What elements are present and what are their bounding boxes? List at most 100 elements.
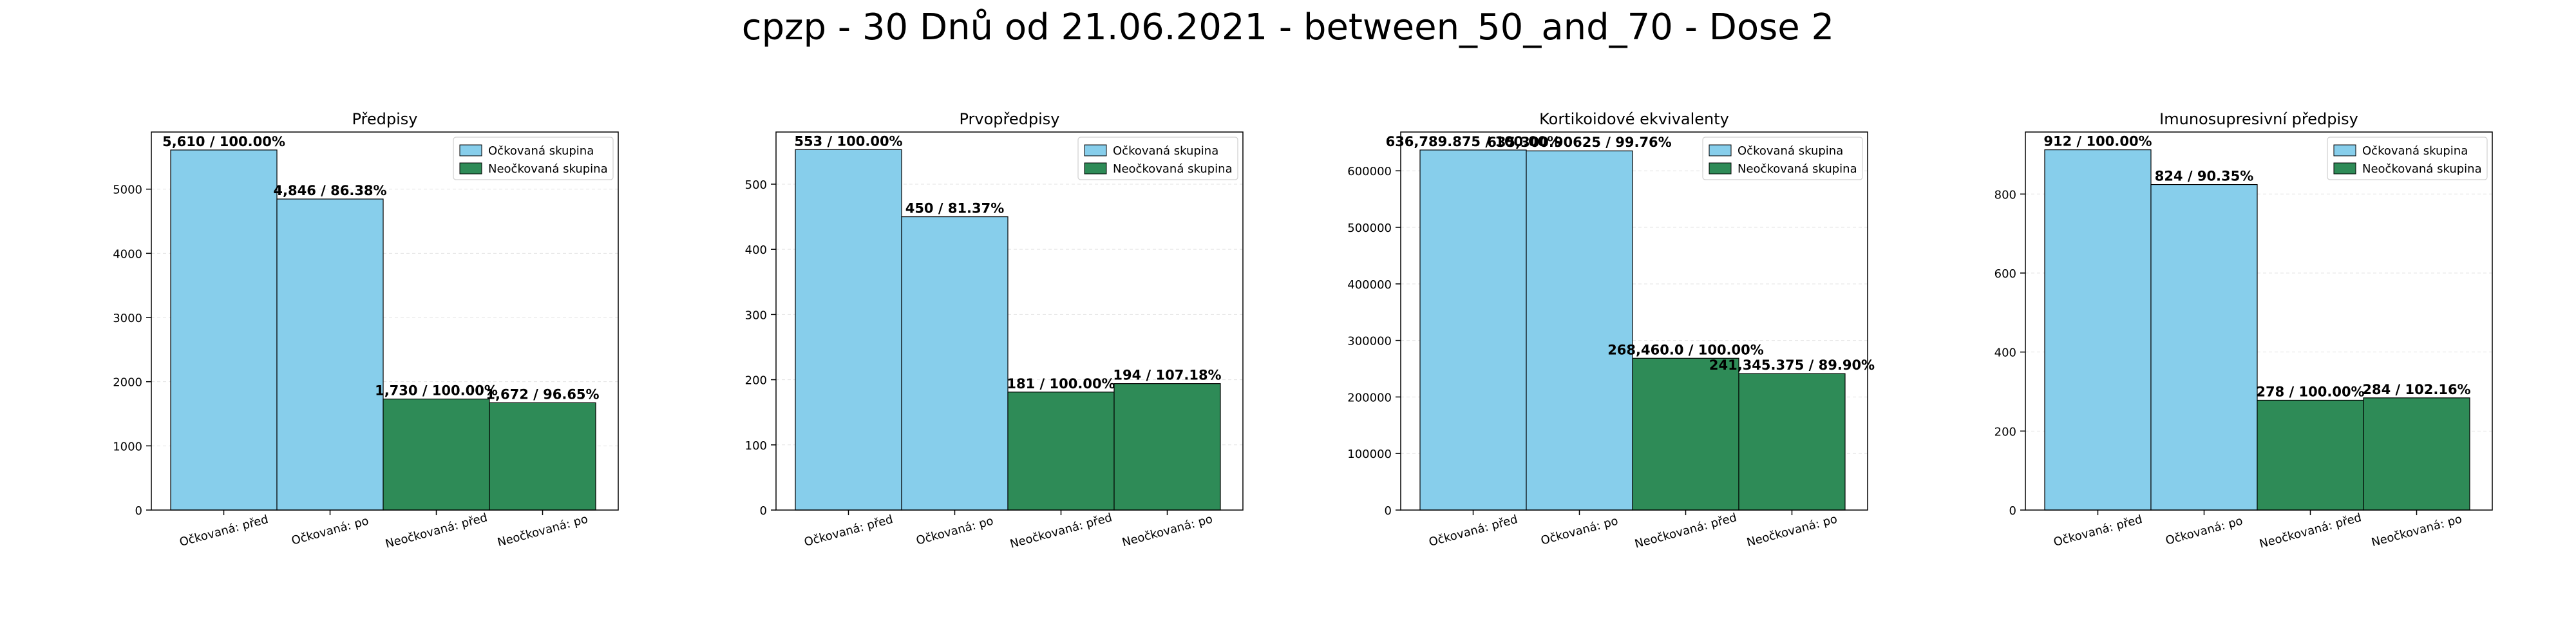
- y-tick-label: 200: [1994, 425, 2016, 439]
- legend-label: Neočkovaná skupina: [488, 162, 608, 176]
- bar-data-label: 181 / 100.00%: [1007, 376, 1115, 392]
- bar-data-label: 241,345.375 / 89.90%: [1709, 357, 1875, 373]
- bar-1: [170, 149, 278, 511]
- x-tick-label: Neočkovaná: po: [496, 513, 589, 550]
- chart-1: 0 1000 2000 3000 4000 5000 5,610 / 100.00% Očko…: [113, 110, 619, 551]
- legend-box: [1702, 137, 1863, 180]
- bar-4: [1738, 373, 1846, 511]
- x-tick-label: Očkovaná: po: [914, 514, 994, 547]
- bar-data-label: 912 / 100.00%: [2043, 134, 2152, 149]
- bar-1: [2044, 149, 2152, 511]
- x-tick-label: Neočkovaná: po: [1121, 513, 1214, 550]
- legend-box: [2327, 137, 2488, 180]
- y-tick-label: 300000: [1347, 335, 1392, 348]
- bar-data-label: 824 / 90.35%: [2155, 169, 2254, 184]
- bar-data-label: 5,610 / 100.00%: [162, 134, 285, 149]
- y-tick-label: 1000: [113, 440, 142, 453]
- chart-2: 0 100 200 300 400 500 553 / 100.00% Očkovaná: p…: [745, 110, 1244, 551]
- y-tick-label: 300: [745, 308, 767, 322]
- y-tick-label: 800: [1994, 188, 2016, 202]
- y-tick-label: 600: [1994, 267, 2016, 281]
- bar-3: [1007, 392, 1115, 511]
- legend-swatch: [1084, 144, 1107, 156]
- y-tick-label: 4000: [113, 247, 142, 261]
- bar-data-label: 1,730 / 100.00%: [375, 383, 498, 399]
- bar-2: [276, 198, 384, 511]
- legend-swatch: [1709, 144, 1732, 156]
- figure-title: cpzp - 30 Dnů od 21.06.2021 - between_50…: [741, 6, 1835, 48]
- y-tick-label: 400: [1994, 346, 2016, 360]
- bar-data-label: 4,846 / 86.38%: [273, 183, 386, 198]
- y-tick-label: 2000: [113, 376, 142, 390]
- x-tick-label: Neočkovaná: před: [1009, 511, 1113, 551]
- y-tick-label: 400000: [1347, 278, 1392, 292]
- y-tick-label: 0: [2009, 504, 2016, 518]
- x-tick-label: Neočkovaná: před: [2258, 511, 2363, 551]
- legend-box: [453, 137, 614, 180]
- y-tick-label: 5000: [113, 184, 142, 197]
- x-tick-label: Očkovaná: před: [1427, 513, 1519, 549]
- bar-data-label: 636,789.875 / 100.00%: [1386, 134, 1561, 149]
- bar-data-label: 1,672 / 96.65%: [486, 386, 599, 402]
- x-tick-label: Neočkovaná: po: [2370, 513, 2463, 550]
- bar-4: [489, 402, 596, 511]
- legend-swatch: [2333, 162, 2356, 175]
- y-tick-label: 100000: [1347, 448, 1392, 461]
- y-tick-label: 0: [135, 504, 142, 518]
- chart-title: Prvopředpisy: [960, 110, 1060, 128]
- y-tick-label: 400: [745, 243, 767, 257]
- x-tick-label: Očkovaná: před: [2052, 513, 2143, 549]
- legend: Očkovaná skupina Neočkovaná skupina: [1702, 137, 1863, 180]
- chart-3: 0 100000 200000 300000 400000 500000 600000 636…: [1347, 110, 1875, 551]
- legend-label: Neočkovaná skupina: [2362, 162, 2482, 176]
- bar-3: [383, 398, 490, 511]
- bar-data-label: 553 / 100.00%: [794, 133, 902, 149]
- y-tick-label: 100: [745, 439, 767, 453]
- bar-data-label: 284 / 102.16%: [2362, 382, 2470, 397]
- legend-swatch: [459, 162, 482, 175]
- legend-label: Očkovaná skupina: [1113, 144, 1218, 158]
- bar-2: [2150, 184, 2258, 511]
- legend-swatch: [1084, 162, 1107, 175]
- y-tick-label: 0: [1385, 504, 1392, 518]
- bar-1: [1419, 149, 1527, 511]
- bar-3: [2257, 399, 2364, 511]
- legend-label: Očkovaná skupina: [2362, 144, 2468, 158]
- x-tick-label: Očkovaná: po: [1539, 514, 1619, 547]
- axes-frame: [2025, 131, 2493, 511]
- chart-title: Předpisy: [352, 110, 418, 128]
- y-tick-label: 500000: [1347, 222, 1392, 235]
- y-tick-label: 3000: [113, 312, 142, 325]
- bar-data-label: 450 / 81.37%: [905, 201, 1005, 216]
- y-tick-label: 0: [760, 504, 767, 518]
- y-tick-label: 500: [745, 178, 767, 192]
- legend-label: Očkovaná skupina: [1738, 144, 1843, 158]
- x-tick-label: Neočkovaná: před: [384, 511, 489, 551]
- bar-1: [795, 149, 902, 511]
- axes-frame: [775, 131, 1244, 511]
- legend-swatch: [1709, 162, 1732, 175]
- x-tick-label: Očkovaná: před: [802, 513, 894, 549]
- bar-data-label: 635,300.90625 / 99.76%: [1487, 135, 1671, 150]
- chart-title: Kortikoidové ekvivalenty: [1539, 110, 1729, 128]
- legend-swatch: [459, 144, 482, 156]
- x-tick-label: Neočkovaná: po: [1745, 513, 1839, 550]
- bar-2: [901, 216, 1009, 511]
- legend-label: Očkovaná skupina: [488, 144, 594, 158]
- legend: Očkovaná skupina Neočkovaná skupina: [1077, 137, 1238, 180]
- chart-title: Imunosupresivní předpisy: [2159, 110, 2358, 128]
- bar-2: [1526, 150, 1633, 511]
- axes-frame: [1400, 131, 1868, 511]
- axes-frame: [151, 131, 619, 511]
- chart-4: 0 200 400 600 800 912 / 100.00% Očkovaná: před…: [1994, 110, 2493, 551]
- bar-3: [1632, 357, 1739, 511]
- x-tick-label: Očkovaná: po: [290, 514, 370, 547]
- y-tick-label: 200: [745, 374, 767, 388]
- y-tick-label: 200000: [1347, 391, 1392, 404]
- legend-label: Neočkovaná skupina: [1113, 162, 1233, 176]
- legend: Očkovaná skupina Neočkovaná skupina: [453, 137, 614, 180]
- x-tick-label: Očkovaná: před: [178, 513, 269, 549]
- legend-label: Neočkovaná skupina: [1738, 162, 1857, 176]
- legend-box: [1077, 137, 1238, 180]
- bar-4: [1113, 383, 1221, 511]
